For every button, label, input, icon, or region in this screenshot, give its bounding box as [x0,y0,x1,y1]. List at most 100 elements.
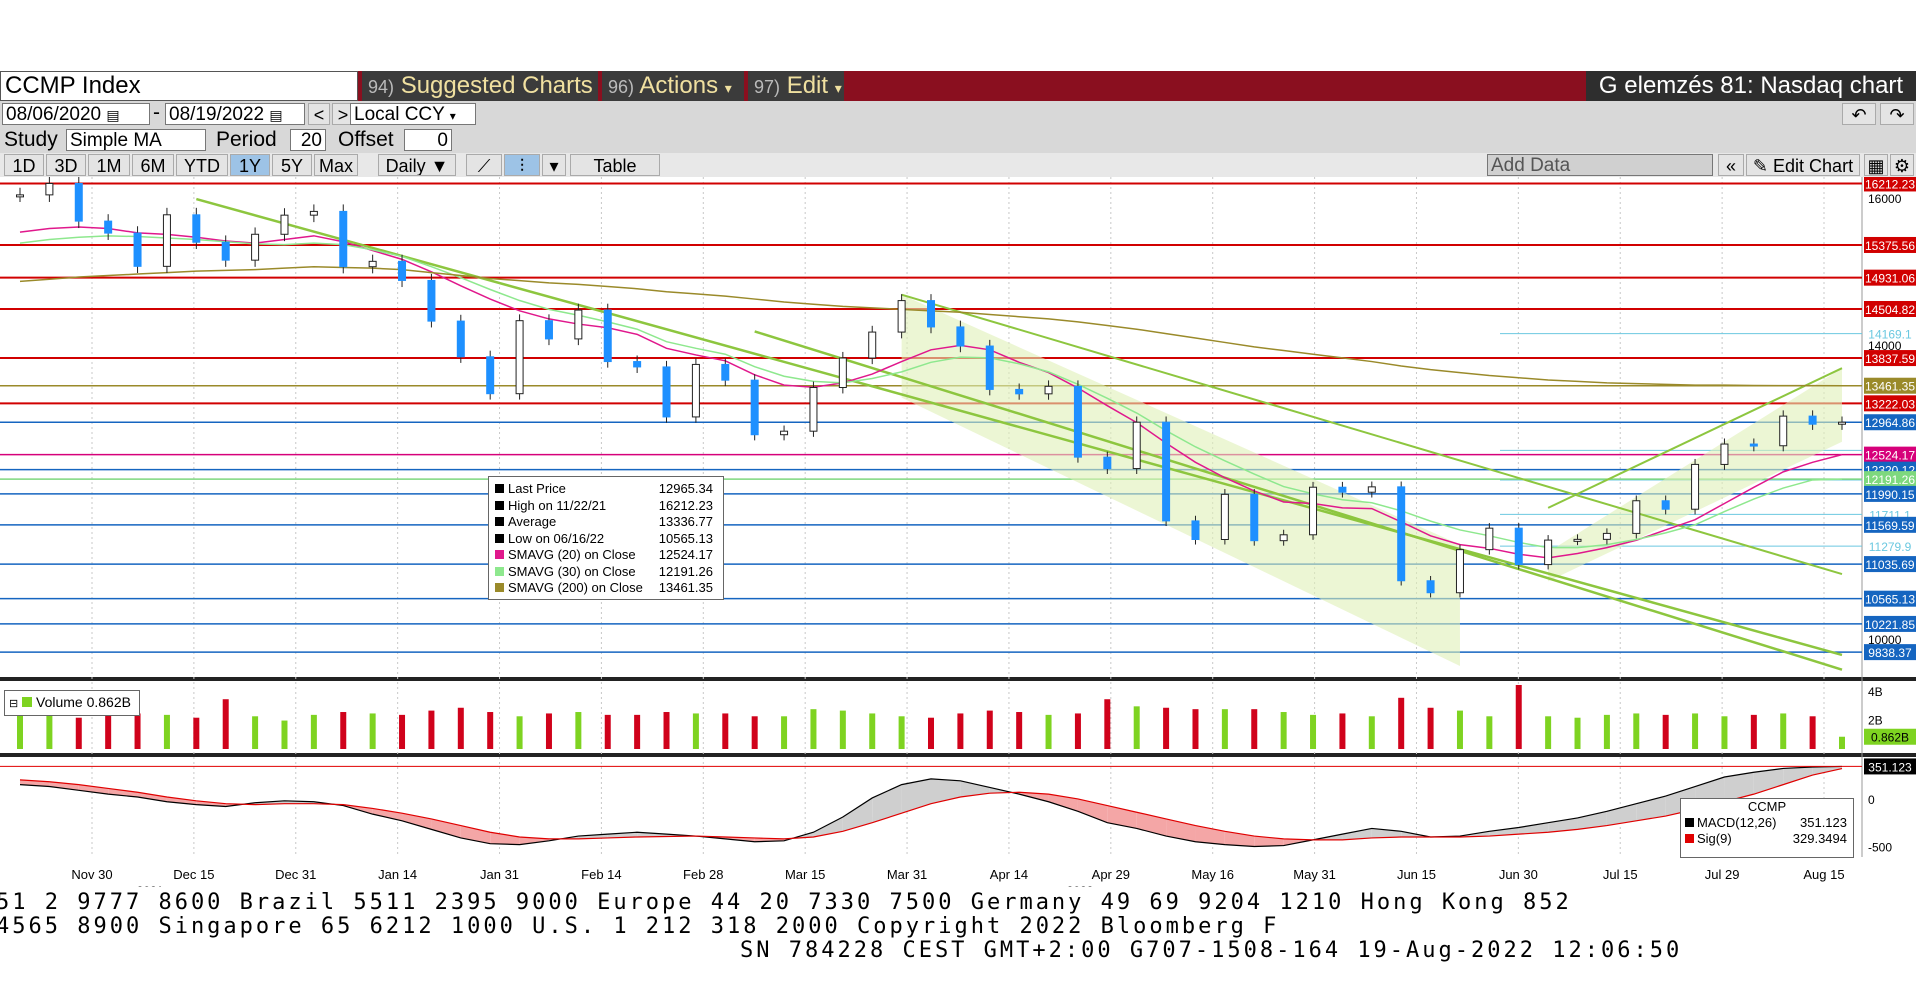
footer-contact-line-2: 4565 8900 Singapore 65 6212 1000 U.S. 1 … [0,914,1280,939]
next-range-button[interactable]: > [332,103,354,125]
actions-menu[interactable]: 96) Actions ▾ [602,71,744,101]
study-type-select[interactable]: Simple MA [66,129,206,151]
table-button[interactable]: Table [570,154,660,176]
candle-body [45,182,54,196]
gear-icon[interactable]: ⚙ [1890,154,1914,176]
candle-body [838,357,847,389]
year-label: 2022 [1067,884,1094,887]
level-label-bg [1864,538,1916,555]
period-input[interactable]: 20 [290,129,326,151]
macd-fill [960,780,990,797]
end-date-field[interactable]: 08/19/2022 ▤ [165,103,305,125]
volume-bar [310,714,317,749]
candle-body [398,260,407,281]
currency-select[interactable]: Local CCY ▾ [350,103,476,125]
end-date-text: 08/19/2022 [169,104,265,125]
period-button-max[interactable]: Max [314,154,358,176]
volume-last-label: 0.862B [1871,731,1909,745]
volume-bar [1251,709,1258,749]
volume-bar [163,714,170,749]
period-button-5y[interactable]: 5Y [272,154,312,176]
level-label: 11035.69 [1865,558,1914,572]
dropdown-arrow-icon: ▾ [724,80,732,96]
previous-range-button[interactable]: < [308,103,330,125]
edit-chart-button[interactable]: ✎ Edit Chart [1746,154,1860,176]
macd-fill [1107,805,1137,829]
volume-bar [46,712,53,749]
candle-body [456,320,465,358]
macd-fill [1783,767,1813,785]
x-tick-label: Mar 31 [887,867,927,882]
period-button-1d[interactable]: 1D [4,154,44,176]
level-label-bg [1864,177,1916,192]
start-date-field[interactable]: 08/06/2020 ▤ [2,103,150,125]
candle-body [486,356,495,395]
footer-session-line: SN 784228 CEST GMT+2:00 G707-1508-164 19… [740,938,1683,963]
price-legend: Last Price 12965.34 High on 11/22/21 16212.… [488,476,724,600]
study-row [0,127,1916,153]
candle-body [1250,493,1259,542]
calendar-icon[interactable]: ▤ [269,107,283,123]
edit-chart-label: Edit Chart [1773,156,1854,176]
currency-text: Local CCY [354,104,445,125]
volume-bar [722,713,729,749]
volume-bar [428,710,435,749]
period-button-1m[interactable]: 1M [88,154,130,176]
volume-bar [545,713,552,749]
candle-body [162,214,171,267]
legend-label: Last Price [508,481,566,496]
volume-bar [810,709,817,749]
calendar-icon[interactable]: ▤ [106,107,120,123]
candle-body [1015,388,1024,395]
candle-body [1514,527,1523,566]
offset-label: Offset [338,128,394,151]
macd-fill [402,813,432,830]
candle-body [1573,538,1582,542]
x-tick-label: Feb 28 [683,867,723,882]
chart-settings-icon[interactable]: ▦ [1864,154,1888,176]
volume-bar [1310,714,1317,749]
level-label: 10221.85 [1865,618,1915,632]
candle-body [1191,520,1200,541]
candle-body [280,214,289,235]
add-data-input[interactable]: Add Data [1487,154,1713,176]
candle-body [1162,421,1171,522]
period-button-1y[interactable]: 1Y [230,154,270,176]
candle-body [956,326,965,347]
level-label-bg [1864,269,1916,286]
frequency-select[interactable]: Daily ▼ [378,154,456,176]
period-button-ytd[interactable]: YTD [176,154,228,176]
candle-body [1661,500,1670,510]
legend-swatch [1685,818,1694,827]
legend-label: MACD(12,26) [1697,815,1777,830]
level-label-bg [1864,556,1916,573]
trend-line [754,330,1843,671]
line-chart-icon[interactable]: ⟋ [466,154,502,176]
volume-bar [340,712,347,749]
level-label-bg [1864,615,1916,632]
offset-input[interactable]: 0 [404,129,452,151]
macd-legend-row: Sig(9) 329.3494 [1681,831,1853,847]
chart-type-dropdown-icon[interactable]: ▾ [542,154,566,176]
price-chart[interactable]: Nov 30 Dec 15 Dec 31 Jan 14 Jan 31 Feb 14 Feb … [0,177,1916,887]
expand-icon[interactable]: ⊟ [9,698,19,710]
x-tick-label: May 31 [1293,867,1336,882]
edit-menu[interactable]: 97) Edit ▾ [748,71,844,101]
bar-chart-icon[interactable]: ⫶ [504,154,540,176]
collapse-panel-icon[interactable]: « [1718,154,1744,176]
suggested-charts-menu[interactable]: 94) Suggested Charts [362,71,598,101]
legend-row: Low on 06/16/22 10565.13 [495,531,717,547]
legend-swatch [495,550,504,559]
period-button-3d[interactable]: 3D [46,154,86,176]
undo-button[interactable]: ↶ [1842,103,1876,125]
volume-bar [1221,709,1228,749]
candle-body [544,320,553,340]
period-button-6m[interactable]: 6M [132,154,174,176]
redo-button[interactable]: ↷ [1880,103,1914,125]
level-label-bg [1864,471,1916,488]
security-ticker-field[interactable]: CCMP Index [0,71,358,101]
x-tick-label: May 16 [1191,867,1234,882]
x-tick-label: Nov 30 [71,867,112,882]
volume-bar [751,716,758,749]
period-label: Period [216,128,277,151]
